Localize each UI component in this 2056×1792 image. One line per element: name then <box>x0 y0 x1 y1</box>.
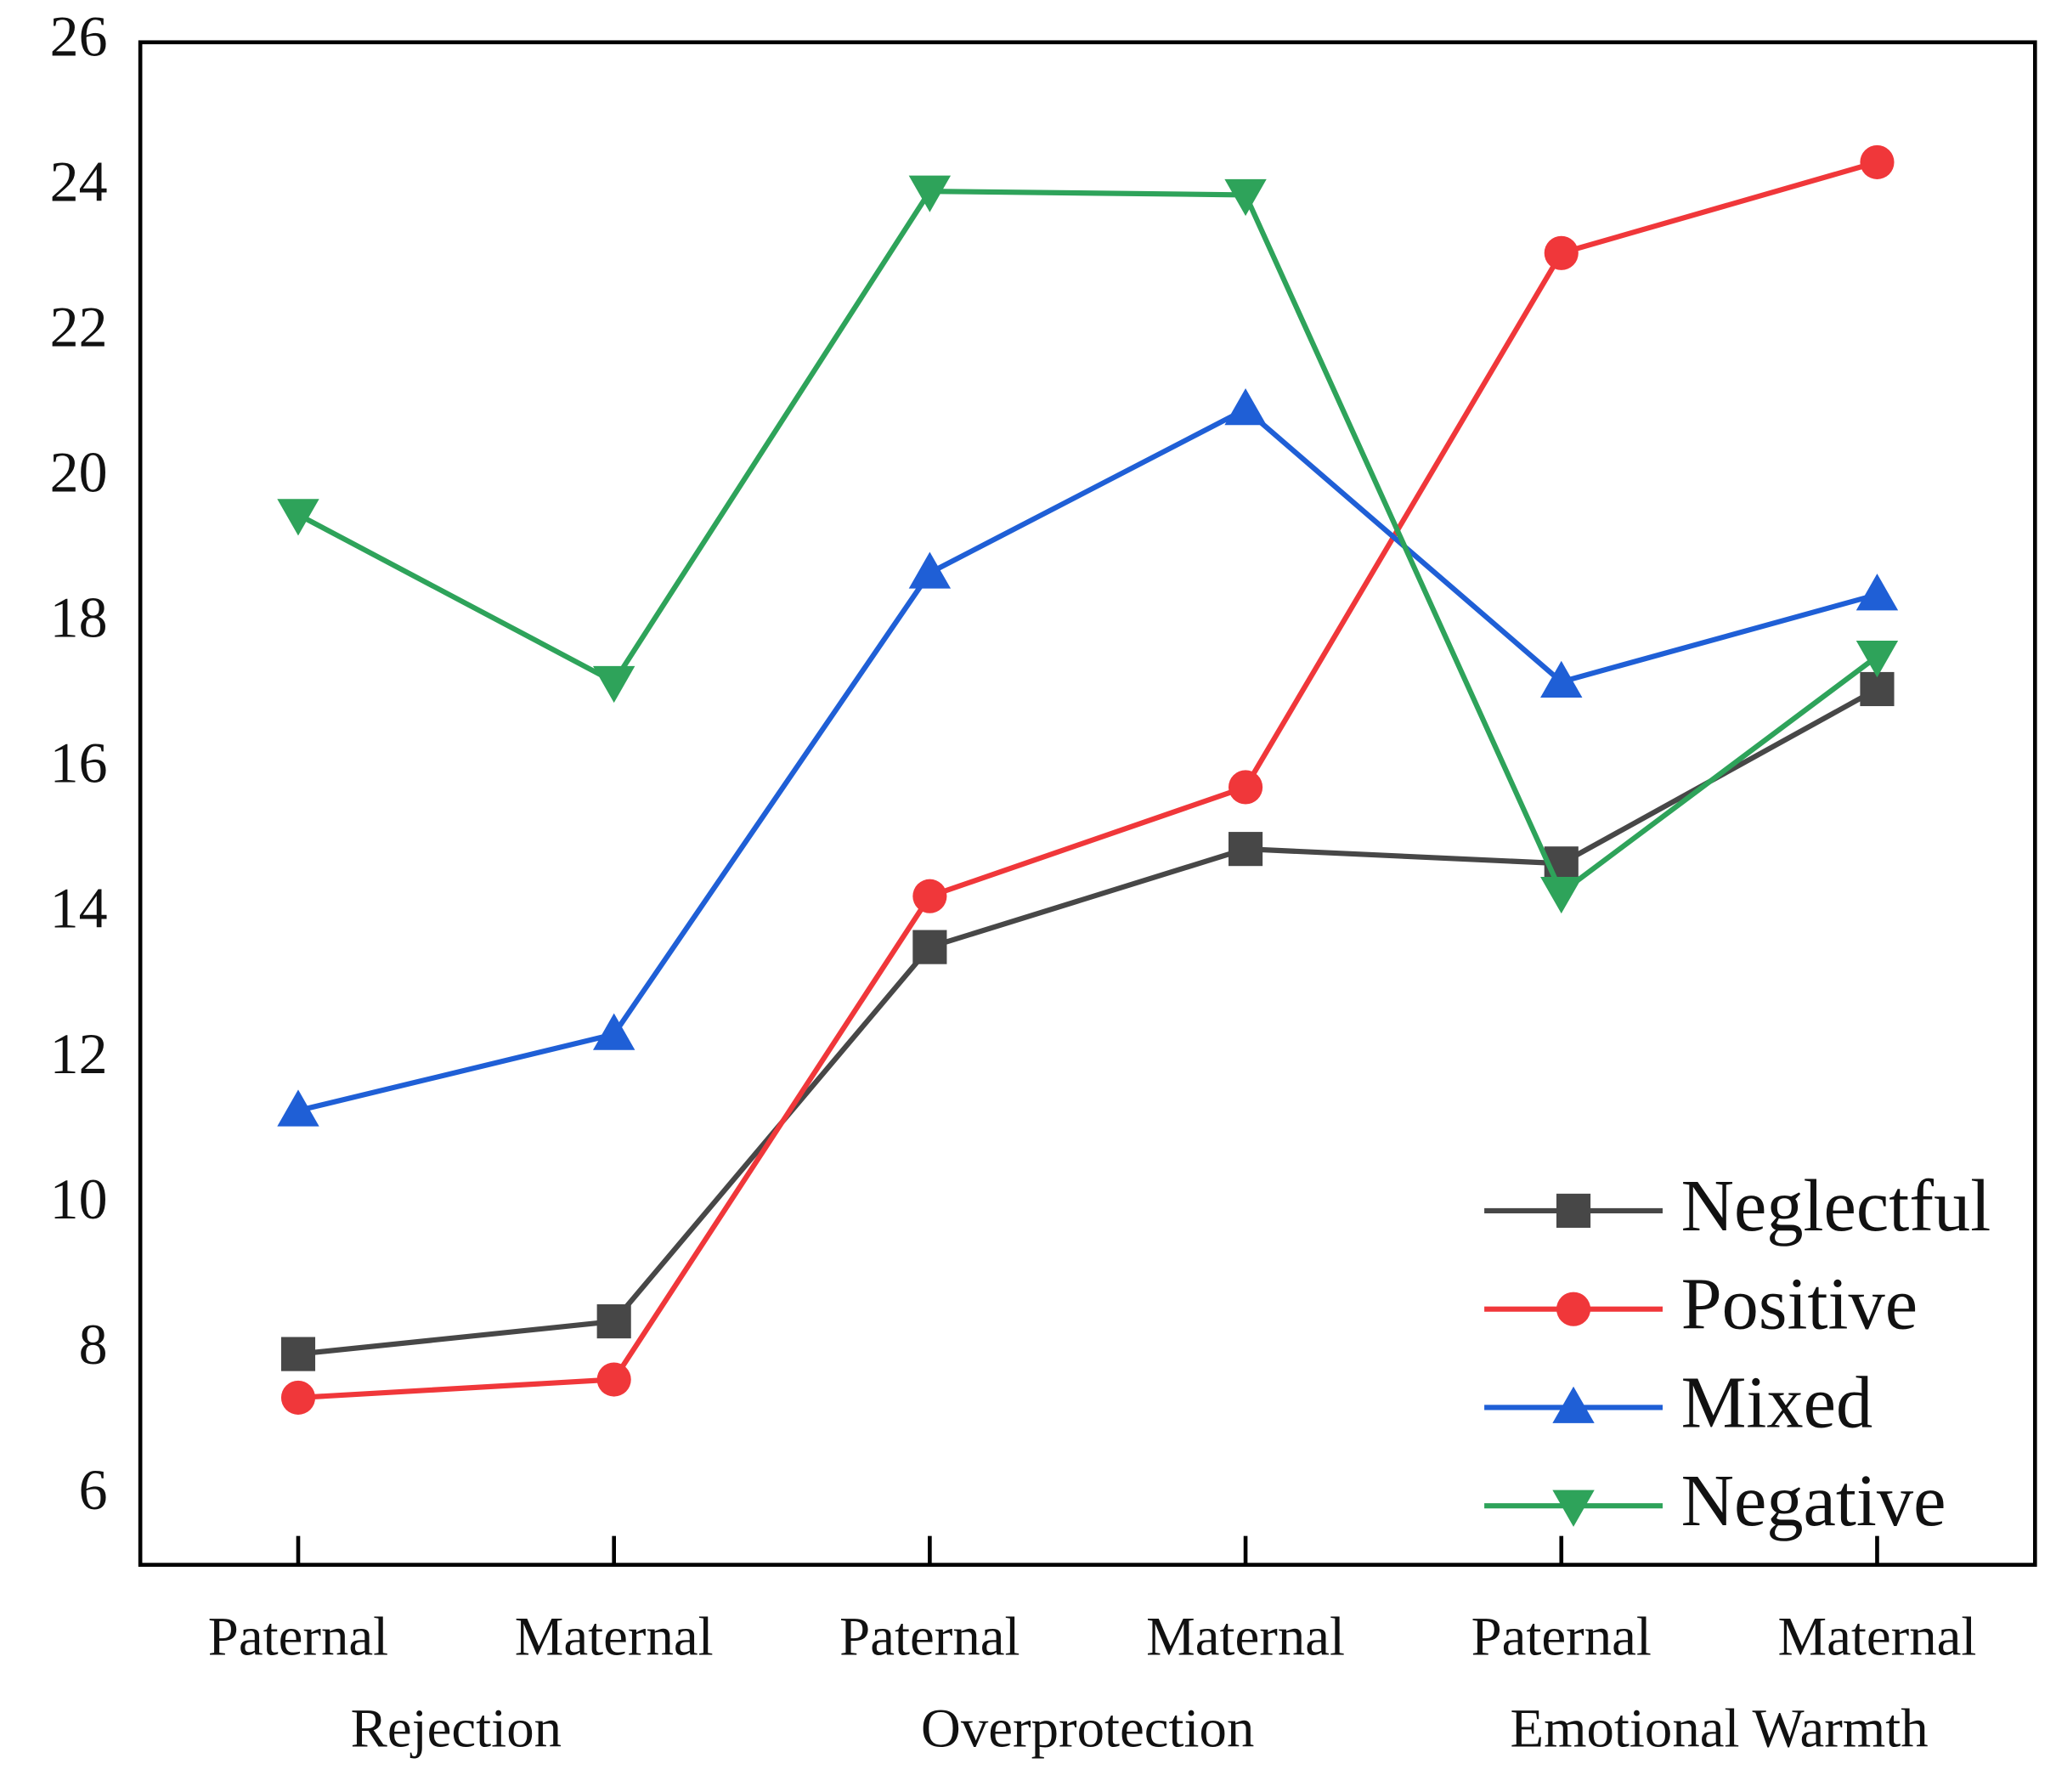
data-point <box>1860 671 1895 707</box>
x-tick-label: Paternal <box>208 1607 388 1668</box>
legend-label: Neglectful <box>1681 1165 1991 1246</box>
data-point <box>596 1362 631 1397</box>
data-point <box>280 1380 316 1415</box>
data-point <box>280 1337 316 1371</box>
x-tick-label: Paternal <box>1471 1607 1652 1668</box>
legend-label: Negative <box>1681 1460 1946 1541</box>
data-point <box>592 665 635 704</box>
legend-marker <box>1556 1193 1591 1228</box>
data-point <box>277 1089 319 1127</box>
data-point <box>1860 144 1895 179</box>
x-tick-label: Paternal <box>839 1607 1020 1668</box>
data-point <box>1855 640 1899 678</box>
y-tick-label: 12 <box>50 1021 108 1086</box>
y-tick-label: 10 <box>50 1167 108 1231</box>
x-tick-label: Maternal <box>1777 1607 1976 1668</box>
y-tick-label: 26 <box>50 3 108 68</box>
series-line <box>297 188 1879 897</box>
plot-frame <box>138 40 2037 1567</box>
data-point <box>1540 876 1583 914</box>
data-point <box>1229 832 1263 867</box>
group-label: Overprotection <box>921 1699 1254 1760</box>
group-label: Emotional Warmth <box>1511 1699 1929 1760</box>
series-line <box>297 687 1878 1357</box>
data-point <box>912 930 947 964</box>
x-tick-label: Maternal <box>1146 1607 1345 1668</box>
y-tick-label: 8 <box>79 1312 108 1377</box>
series-line <box>297 159 1878 1400</box>
legend-marker <box>1552 1490 1595 1527</box>
legend-marker <box>1556 1292 1591 1326</box>
y-tick-label: 20 <box>50 440 108 505</box>
data-point <box>277 499 319 536</box>
data-point <box>1855 574 1899 611</box>
data-point <box>1544 235 1579 270</box>
y-tick-label: 14 <box>50 876 108 941</box>
data-point <box>1224 178 1267 217</box>
y-tick-label: 16 <box>50 731 108 795</box>
data-point <box>908 175 952 212</box>
y-tick-label: 24 <box>50 149 108 213</box>
legend-label: Mixed <box>1681 1361 1873 1443</box>
data-point <box>1224 387 1267 426</box>
y-tick-label: 22 <box>50 294 108 359</box>
series-line <box>297 405 1878 1114</box>
group-label: Rejection <box>351 1699 562 1760</box>
y-tick-label: 18 <box>50 585 108 650</box>
data-point <box>1229 770 1263 805</box>
data-point <box>908 551 952 589</box>
data-point <box>1540 660 1583 698</box>
data-point <box>596 1304 631 1339</box>
y-tick-label: 6 <box>79 1457 108 1522</box>
data-point <box>592 1013 635 1050</box>
legend-label: Positive <box>1681 1263 1918 1345</box>
data-point <box>912 879 947 913</box>
x-tick-label: Maternal <box>515 1607 714 1668</box>
legend-marker <box>1552 1386 1595 1423</box>
